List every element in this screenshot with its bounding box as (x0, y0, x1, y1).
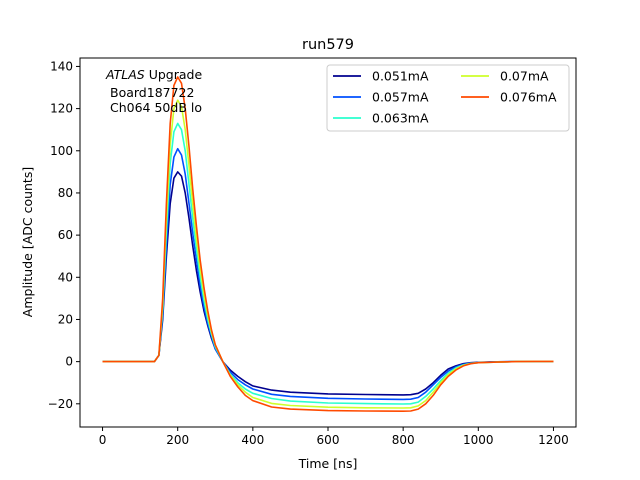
legend: 0.051mA 0.057mA 0.063mA 0.07mA 0.076mA (326, 64, 570, 132)
x-tick-label-6: 1200 (538, 433, 569, 447)
x-axis: 0 200 400 600 800 1000 1200 (99, 427, 569, 447)
annotation-line-3: Ch064 50dB lo (110, 100, 202, 115)
legend-label-0: 0.051mA (372, 69, 429, 84)
annotation-block: ATLAS Upgrade Board187722 Ch064 50dB lo (105, 67, 202, 115)
y-tick-label-6: 100 (50, 144, 73, 158)
y-tick-label-8: 140 (50, 59, 73, 73)
x-tick-label-0: 0 (99, 433, 107, 447)
y-axis-label: Amplitude [ADC counts] (20, 167, 35, 317)
y-axis: −20 0 20 40 60 80 100 120 140 (48, 59, 80, 411)
y-tick-label-7: 120 (50, 102, 73, 116)
x-tick-label-5: 1000 (463, 433, 494, 447)
series-layer (102, 76, 554, 412)
x-axis-label: Time [ns] (298, 456, 358, 471)
series-line-2 (102, 122, 554, 405)
legend-label-2: 0.063mA (372, 111, 429, 126)
legend-label-4: 0.076mA (500, 90, 557, 105)
annotation-line-2: Board187722 (110, 85, 194, 100)
legend-box (326, 64, 570, 132)
series-line-4 (102, 76, 554, 412)
legend-label-1: 0.057mA (372, 90, 429, 105)
x-tick-label-1: 200 (166, 433, 189, 447)
legend-label-3: 0.07mA (500, 69, 549, 84)
series-line-3 (102, 99, 554, 409)
y-tick-label-1: 0 (65, 355, 73, 369)
y-tick-label-2: 20 (58, 312, 73, 326)
y-tick-label-3: 40 (58, 270, 73, 284)
annotation-atlas: ATLAS (105, 67, 145, 82)
x-tick-label-3: 600 (317, 433, 340, 447)
x-tick-label-4: 800 (392, 433, 415, 447)
series-line-1 (102, 147, 554, 401)
y-tick-label-5: 80 (58, 186, 73, 200)
chart-title: run579 (302, 37, 354, 53)
x-tick-label-2: 400 (241, 433, 264, 447)
annotation-line-1: ATLAS Upgrade (105, 67, 202, 82)
y-tick-label-0: −20 (48, 397, 73, 411)
annotation-upgrade: Upgrade (145, 67, 203, 82)
y-tick-label-4: 60 (58, 228, 73, 242)
series-line-0 (102, 171, 554, 396)
